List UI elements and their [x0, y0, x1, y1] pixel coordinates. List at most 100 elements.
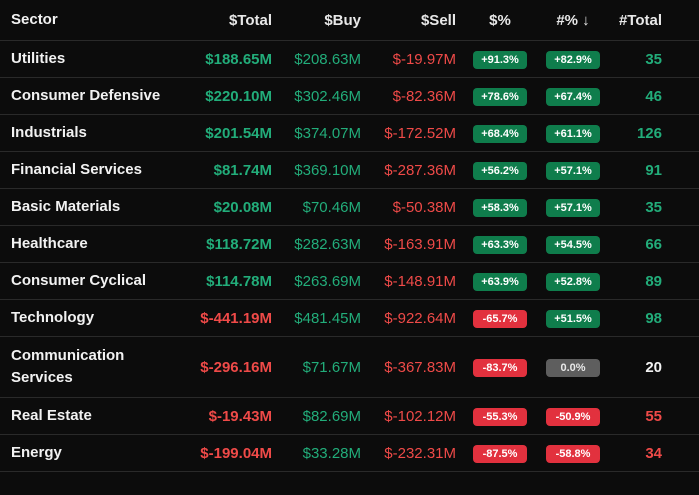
- percent-badge: +61.1%: [546, 124, 600, 143]
- total-amount: $-296.16M: [200, 358, 272, 376]
- total-amount: $118.72M: [206, 235, 272, 253]
- total-amount: $201.54M: [205, 124, 272, 142]
- percent-badge: +57.1%: [546, 161, 600, 180]
- badge-cell: -50.9%: [540, 407, 606, 426]
- badge-cell: +57.1%: [540, 161, 606, 180]
- total-count: 126: [636, 124, 662, 142]
- column-header[interactable]: #% ↓: [556, 11, 590, 29]
- total-count: 55: [645, 407, 662, 425]
- badge-cell: 0.0%: [540, 358, 606, 377]
- badge-cell: +57.1%: [540, 198, 606, 217]
- sector-name: Communication Services: [11, 347, 125, 386]
- buy-amount: $82.69M: [302, 407, 361, 425]
- sector-row[interactable]: Consumer Defensive $220.10M $302.46M $-82.3…: [0, 78, 699, 115]
- sell-amount: $-82.36M: [392, 87, 456, 105]
- percent-badge: 0.0%: [546, 358, 600, 377]
- badge-cell: +58.3%: [460, 198, 540, 217]
- badge-cell: +68.4%: [460, 124, 540, 143]
- badge-cell: +78.6%: [460, 87, 540, 106]
- sector-name: Technology: [11, 309, 95, 326]
- column-header[interactable]: $Sell: [420, 11, 456, 29]
- percent-badge: +56.2%: [473, 161, 527, 180]
- badge-cell: +67.4%: [540, 87, 606, 106]
- total-count: 35: [645, 50, 662, 68]
- sector-row[interactable]: Technology $-441.19M $481.45M $-922.64M -65.…: [0, 300, 699, 337]
- badge-cell: -58.8%: [540, 444, 606, 463]
- badge-cell: +56.2%: [460, 161, 540, 180]
- sector-name: Real Estate: [11, 407, 92, 424]
- sector-name: Basic Materials: [11, 198, 121, 215]
- buy-amount: $33.28M: [302, 444, 361, 462]
- badge-cell: -55.3%: [460, 407, 540, 426]
- sector-row[interactable]: Healthcare $118.72M $282.63M $-163.91M +63.3…: [0, 226, 699, 263]
- buy-amount: $481.45M: [294, 309, 361, 327]
- total-amount: $220.10M: [205, 87, 272, 105]
- sector-name: Energy: [11, 444, 62, 461]
- total-count: 20: [645, 358, 662, 376]
- percent-badge: +68.4%: [473, 124, 527, 143]
- sector-row[interactable]: Industrials $201.54M $374.07M $-172.52M +68.…: [0, 115, 699, 152]
- buy-amount: $282.63M: [294, 235, 361, 253]
- percent-badge: -55.3%: [473, 407, 527, 426]
- sector-row[interactable]: Communication Services $-296.16M $71.67M $-…: [0, 337, 699, 398]
- badge-cell: +61.1%: [540, 124, 606, 143]
- sell-amount: $-102.12M: [384, 407, 456, 425]
- percent-badge: +91.3%: [473, 50, 527, 69]
- column-header[interactable]: $Buy: [324, 11, 361, 29]
- total-count: 46: [645, 87, 662, 105]
- badge-cell: +91.3%: [460, 50, 540, 69]
- percent-badge: -50.9%: [546, 407, 600, 426]
- badge-cell: -65.7%: [460, 309, 540, 328]
- badge-cell: +51.5%: [540, 309, 606, 328]
- sector-row[interactable]: Utilities $188.65M $208.63M $-19.97M +91.3% +…: [0, 41, 699, 78]
- header-row: Sector $Total $Buy $Sell $% #% ↓ #Total: [0, 0, 699, 41]
- total-amount: $81.74M: [213, 161, 272, 179]
- column-header[interactable]: #Total: [618, 11, 662, 29]
- sector-row[interactable]: Energy $-199.04M $33.28M $-232.31M -87.5% -58…: [0, 435, 699, 472]
- sell-amount: $-232.31M: [384, 444, 456, 462]
- sector-row[interactable]: Consumer Cyclical $114.78M $263.69M $-148.9…: [0, 263, 699, 300]
- buy-amount: $369.10M: [294, 161, 361, 179]
- percent-badge: +78.6%: [473, 87, 527, 106]
- sector-name: Financial Services: [11, 161, 142, 178]
- sector-row[interactable]: Real Estate $-19.43M $82.69M $-102.12M -55.3…: [0, 398, 699, 435]
- total-count: 66: [645, 235, 662, 253]
- total-count: 35: [645, 198, 662, 216]
- sector-name: Healthcare: [11, 235, 88, 252]
- total-count: 89: [645, 272, 662, 290]
- sector-row[interactable]: Basic Materials $20.08M $70.46M $-50.38M +58…: [0, 189, 699, 226]
- percent-badge: +63.3%: [473, 235, 527, 254]
- percent-badge: +54.5%: [546, 235, 600, 254]
- badge-cell: +82.9%: [540, 50, 606, 69]
- sector-name: Industrials: [11, 124, 87, 141]
- sell-amount: $-148.91M: [384, 272, 456, 290]
- percent-badge: +63.9%: [473, 272, 527, 291]
- sell-amount: $-287.36M: [384, 161, 456, 179]
- percent-badge: -58.8%: [546, 444, 600, 463]
- column-header[interactable]: $%: [489, 11, 511, 29]
- total-count: 34: [645, 444, 662, 462]
- column-header[interactable]: Sector: [11, 11, 58, 28]
- badge-cell: +63.9%: [460, 272, 540, 291]
- total-amount: $20.08M: [213, 198, 272, 216]
- badge-cell: +54.5%: [540, 235, 606, 254]
- sell-amount: $-19.97M: [392, 50, 456, 68]
- sell-amount: $-172.52M: [384, 124, 456, 142]
- sector-name: Consumer Cyclical: [11, 272, 147, 289]
- total-amount: $114.78M: [206, 272, 272, 290]
- buy-amount: $263.69M: [294, 272, 361, 290]
- buy-amount: $208.63M: [294, 50, 361, 68]
- sell-amount: $-163.91M: [384, 235, 456, 253]
- percent-badge: -83.7%: [473, 358, 527, 377]
- sector-row[interactable]: Financial Services $81.74M $369.10M $-287.3…: [0, 152, 699, 189]
- sell-amount: $-50.38M: [392, 198, 456, 216]
- percent-badge: +57.1%: [546, 198, 600, 217]
- buy-amount: $374.07M: [294, 124, 361, 142]
- total-amount: $188.65M: [205, 50, 272, 68]
- sector-name: Utilities: [11, 50, 66, 67]
- percent-badge: -87.5%: [473, 444, 527, 463]
- percent-badge: +51.5%: [546, 309, 600, 328]
- column-header[interactable]: $Total: [228, 11, 272, 29]
- total-count: 98: [645, 309, 662, 327]
